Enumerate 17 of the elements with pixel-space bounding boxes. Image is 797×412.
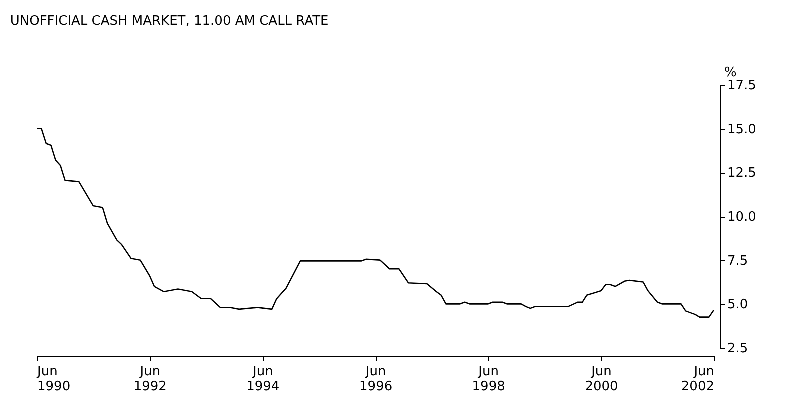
x-tick-label: Jun 1998 (472, 364, 506, 394)
x-tick-label: Jun 2000 (585, 364, 618, 394)
x-tick-label: Jun 1996 (360, 364, 393, 394)
y-tick-label: 15.0 (728, 122, 756, 138)
y-axis-title: % (724, 66, 737, 80)
x-tick-label: Jun 1990 (36, 364, 71, 394)
line-series (36, 128, 715, 318)
y-tick-label: 7.5 (728, 254, 748, 269)
chart-title: UNOFFICIAL CASH MARKET, 11.00 AM CALL RATE (10, 14, 329, 29)
x-tick-label: Jun 1994 (246, 364, 280, 394)
y-tick-label: 5.0 (728, 298, 748, 313)
y-tick-label: 2.5 (728, 342, 748, 356)
x-tick-label: Jun 2002 (681, 364, 714, 394)
x-tick-label: Jun 1992 (134, 364, 167, 394)
y-tick-label: 10.0 (728, 210, 756, 225)
y-tick-label: 17.5 (728, 78, 756, 94)
y-tick-label: 12.5 (728, 166, 756, 182)
